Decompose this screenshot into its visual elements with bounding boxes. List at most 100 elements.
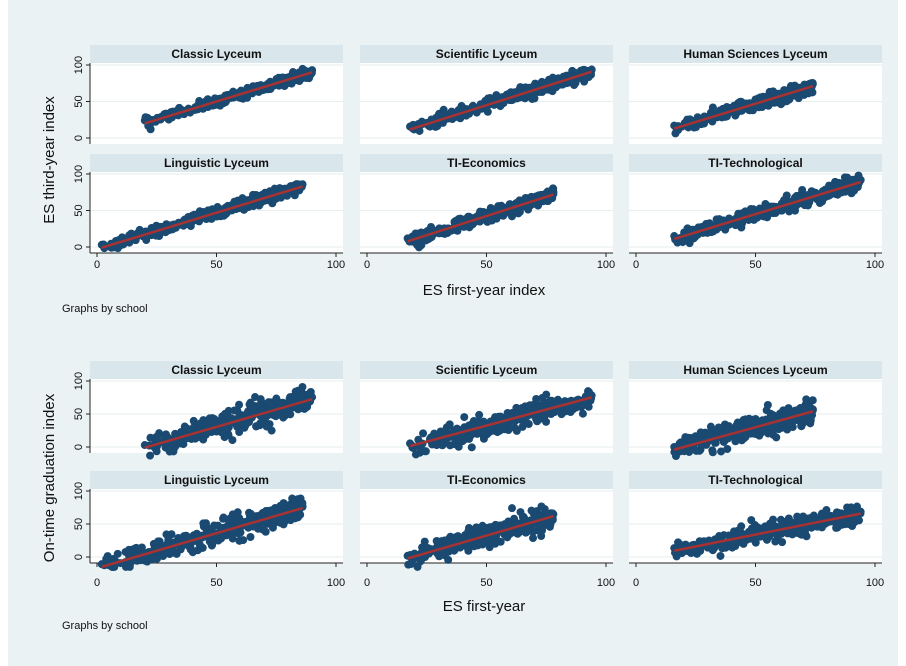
data-point (234, 528, 243, 537)
facet-panel: Scientific Lyceum (360, 45, 613, 144)
fit-line (409, 396, 592, 448)
data-point (300, 404, 309, 413)
data-point (416, 557, 425, 566)
data-point (723, 426, 732, 435)
data-point (766, 88, 775, 97)
data-point (535, 414, 544, 423)
data-point (771, 537, 780, 546)
data-point (794, 516, 803, 525)
facet-strip (90, 361, 343, 379)
x-tick-label: 0 (633, 577, 639, 589)
data-point (221, 409, 230, 418)
data-point (584, 72, 593, 81)
graph-on-time-graduation: On-time graduation index ES first-year G… (41, 361, 884, 632)
facet-title: Scientific Lyceum (436, 47, 538, 61)
facet-title: Classic Lyceum (171, 47, 261, 61)
data-point (193, 546, 202, 555)
data-point (440, 536, 449, 545)
graphs-by-note: Graphs by school (62, 303, 148, 315)
data-point (146, 451, 155, 460)
data-point (467, 443, 476, 452)
data-point (243, 407, 252, 416)
data-point (552, 398, 561, 407)
fit-line (673, 84, 814, 130)
fit-line (144, 397, 313, 449)
facet-strip (360, 154, 613, 172)
facet-title: Scientific Lyceum (436, 363, 538, 377)
data-point (683, 433, 692, 442)
data-point (278, 515, 287, 524)
facet-panel: Classic Lyceum 0 50 100 (73, 45, 343, 144)
data-point (512, 426, 521, 435)
y-tick-label: 100 (73, 56, 85, 74)
data-point (431, 440, 440, 449)
facet-panel: TI-Technological 0 50 100 (629, 471, 884, 589)
data-point (822, 512, 831, 521)
data-point (716, 551, 725, 560)
data-point (737, 219, 746, 228)
data-point (460, 413, 469, 422)
facet-title: TI-Economics (447, 156, 526, 170)
data-point (472, 108, 481, 117)
data-point (475, 410, 484, 419)
facet-panel: Human Sciences Lyceum (629, 45, 882, 144)
x-tick-label: 50 (749, 259, 761, 271)
data-point (460, 533, 469, 542)
x-tick-label: 100 (327, 259, 345, 271)
facet-panel: Linguistic Lyceum 0 50 100 0 50 100 (73, 154, 345, 271)
data-point (102, 555, 111, 564)
data-point (189, 416, 198, 425)
data-point (522, 527, 531, 536)
data-point (154, 537, 163, 546)
facet-strip (360, 45, 613, 63)
data-point (219, 514, 228, 523)
facet-panel: TI-Economics 0 50 100 (360, 154, 615, 271)
data-point (719, 437, 728, 446)
data-point (698, 433, 707, 442)
data-point (524, 194, 533, 203)
data-point (538, 394, 547, 403)
data-point (708, 103, 717, 112)
data-point (155, 429, 164, 438)
graphs-by-note: Graphs by school (62, 620, 148, 632)
data-point (159, 552, 168, 561)
data-point (808, 396, 817, 405)
data-point (164, 535, 173, 544)
x-tick-label: 0 (94, 259, 100, 271)
data-point (246, 509, 255, 518)
data-point (199, 519, 208, 528)
data-point (280, 82, 289, 91)
data-point (786, 204, 795, 213)
data-point (848, 175, 857, 184)
data-point (197, 420, 206, 429)
x-tick-label: 50 (210, 577, 222, 589)
data-point (806, 87, 815, 96)
data-point (479, 525, 488, 534)
data-point (439, 105, 448, 114)
y-tick-label: 0 (73, 244, 85, 250)
scatter-points (670, 395, 817, 461)
data-point (518, 422, 527, 431)
y-tick-label: 100 (73, 482, 85, 500)
data-point (268, 523, 277, 532)
data-point (445, 420, 454, 429)
data-point (239, 205, 248, 214)
x-tick-label: 50 (210, 259, 222, 271)
data-point (725, 540, 734, 549)
facet-title: TI-Technological (708, 156, 802, 170)
y-tick-label: 100 (73, 165, 85, 183)
data-point (421, 447, 430, 456)
data-point (235, 400, 244, 409)
data-point (717, 447, 726, 456)
data-point (141, 113, 150, 122)
facet-title: TI-Technological (708, 473, 802, 487)
data-point (542, 417, 551, 426)
fit-line (409, 70, 593, 131)
data-point (145, 553, 154, 562)
data-point (125, 562, 134, 571)
x-tick-label: 100 (866, 259, 884, 271)
y-axis-title: On-time graduation index (41, 393, 58, 562)
data-point (578, 409, 587, 418)
facet-strip (629, 45, 882, 63)
data-point (228, 534, 237, 543)
